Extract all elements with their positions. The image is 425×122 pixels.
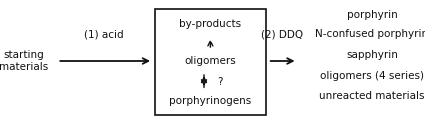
Text: sapphyrin: sapphyrin <box>346 50 398 60</box>
Text: porphyrinogens: porphyrinogens <box>169 96 252 106</box>
Text: (1) acid: (1) acid <box>84 29 124 39</box>
Text: oligomers: oligomers <box>184 56 236 66</box>
Text: oligomers (4 series): oligomers (4 series) <box>320 71 424 81</box>
Text: unreacted materials: unreacted materials <box>319 91 425 101</box>
Text: starting
materials: starting materials <box>0 50 48 72</box>
Text: by-products: by-products <box>179 19 241 29</box>
Text: (2) DDQ: (2) DDQ <box>261 29 303 39</box>
Text: N-confused porphyrin: N-confused porphyrin <box>315 29 425 39</box>
Text: porphyrin: porphyrin <box>346 10 397 20</box>
Bar <box>155 9 266 115</box>
Text: ?: ? <box>217 77 222 87</box>
